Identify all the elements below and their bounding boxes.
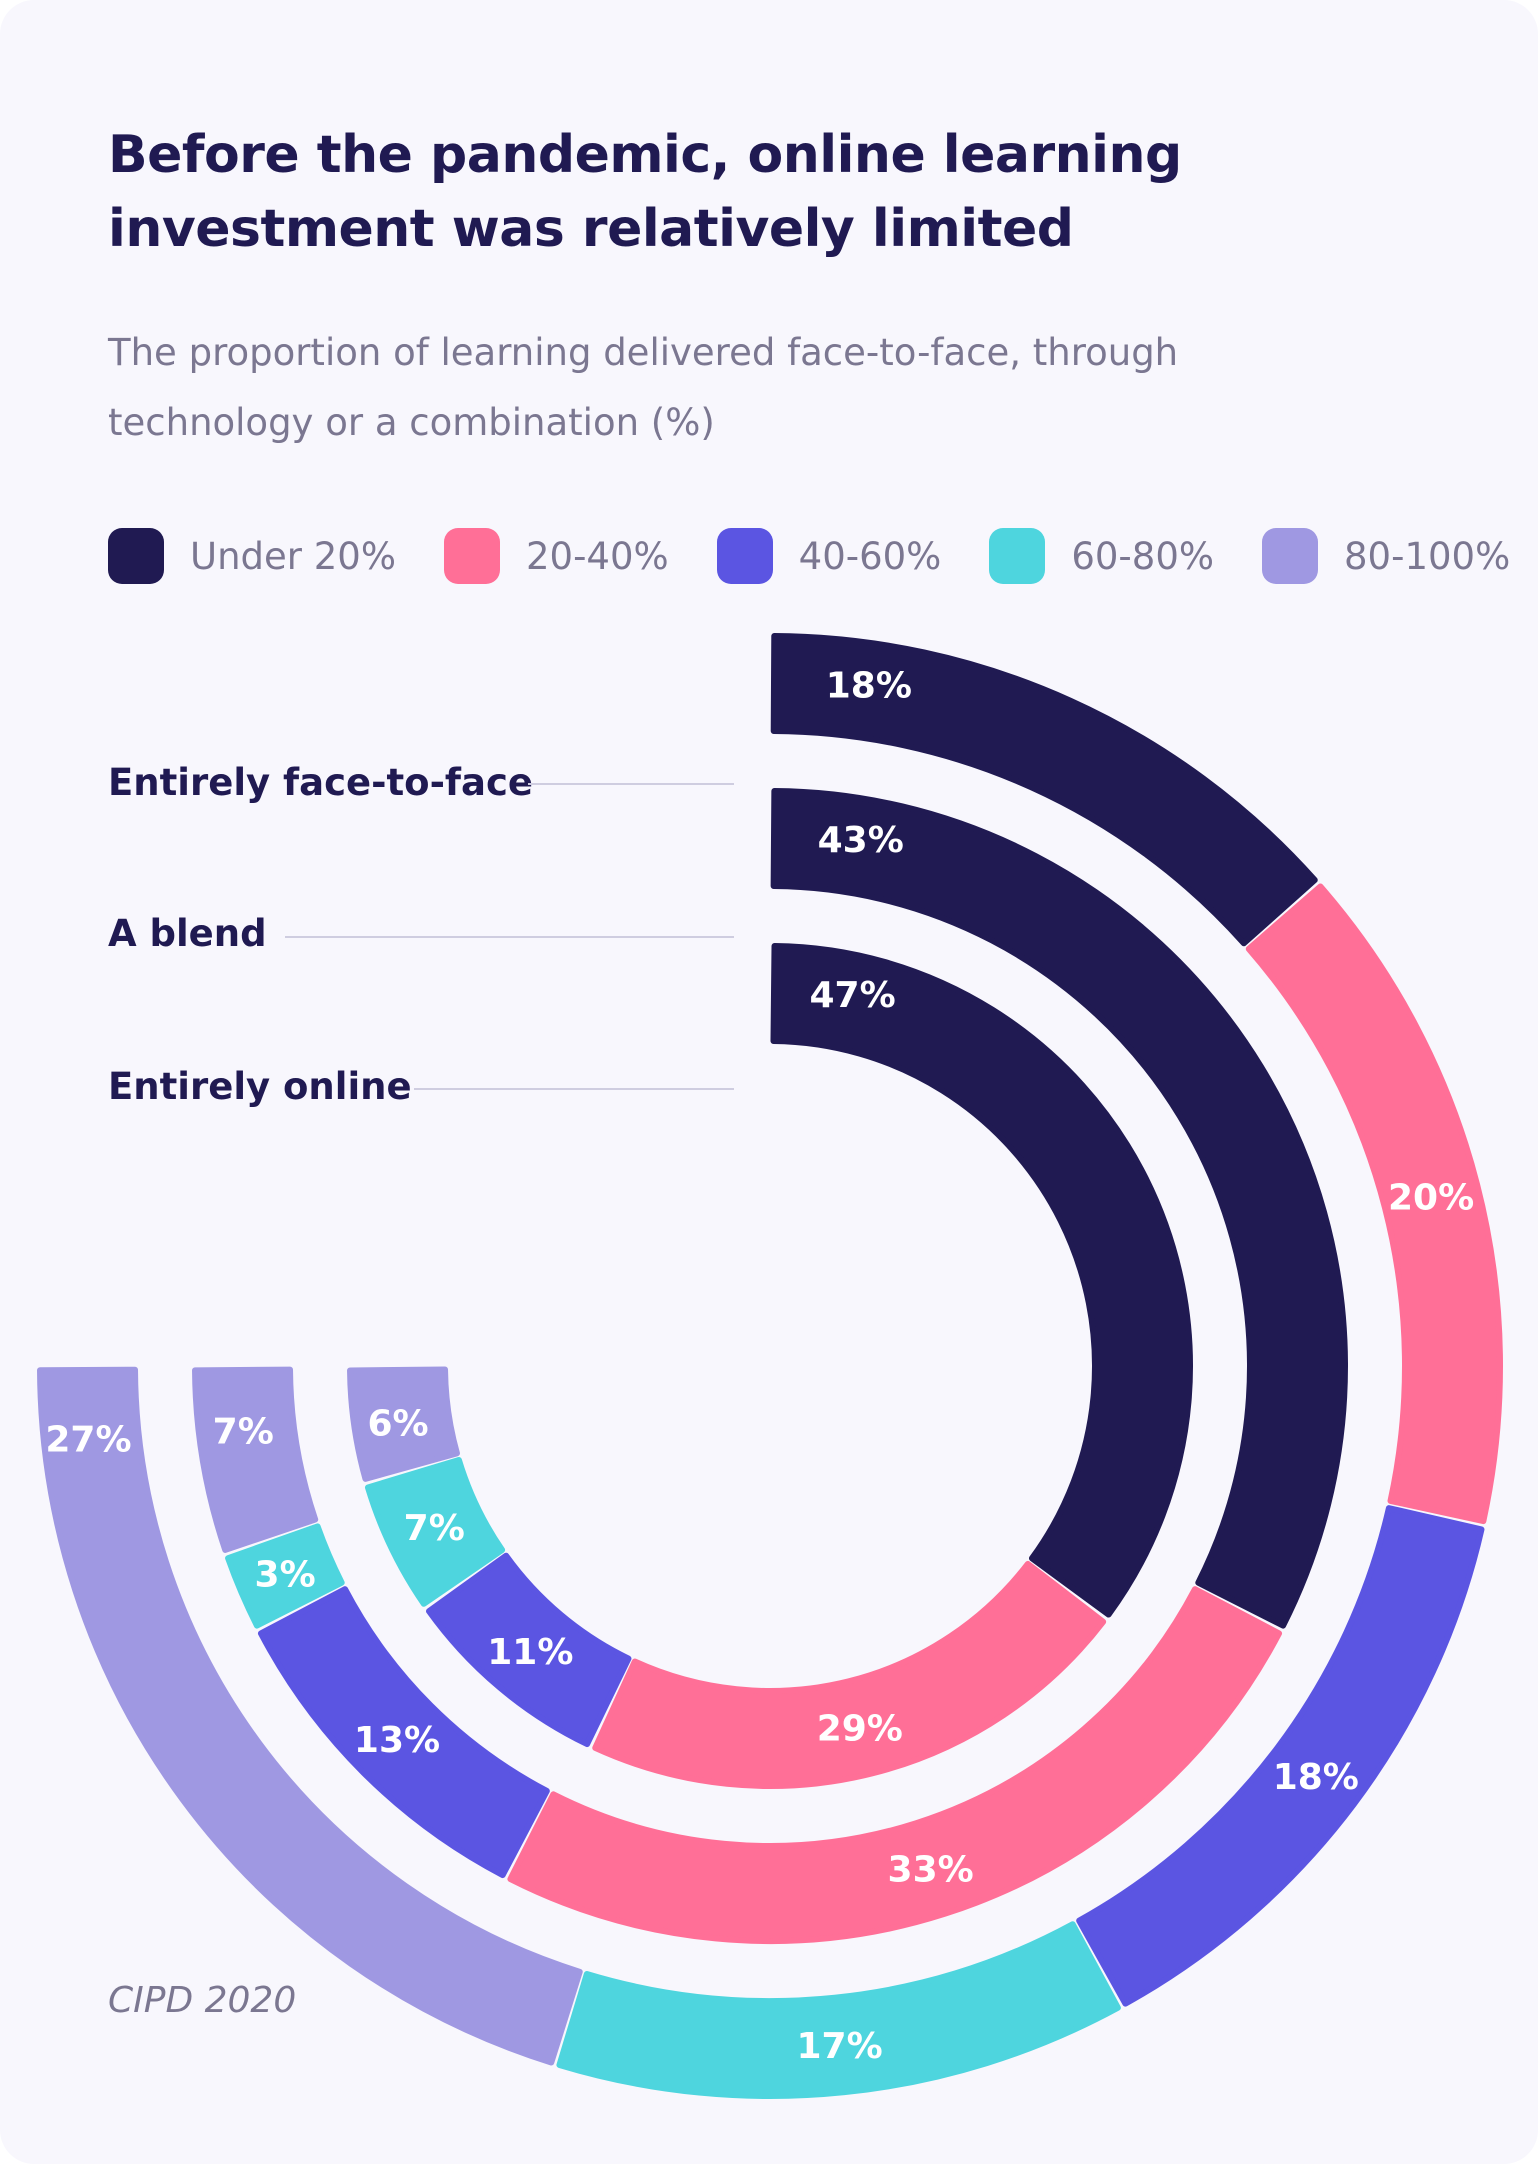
legend-item-40-60: 40-60% [716,528,942,584]
legend-label: 80-100% [1344,534,1511,578]
chart-title: Before the pandemic, online learning inv… [108,125,1182,259]
legend: Under 20% 20-40% 40-60% 60-80% 80-100% [108,528,1510,584]
segment-value-label: 29% [817,1709,903,1750]
legend-item-under-20: Under 20% [108,528,396,584]
ring-segment [364,1457,506,1607]
ring-segment [1245,883,1503,1525]
legend-item-60-80: 60-80% [989,528,1214,584]
ring-segment [347,1366,460,1482]
legend-swatch [1262,528,1319,584]
segment-value-label: 33% [888,1849,974,1890]
ring-segment [1076,1505,1485,2007]
legend-item-80-100: 80-100% [1262,528,1510,584]
connector-line [528,783,734,785]
ring-segment [507,1586,1283,1944]
segment-value-label: 43% [818,820,904,861]
source-note: CIPD 2020 [108,1980,297,2021]
segment-value-label: 17% [796,2026,882,2067]
legend-label: 20-40% [526,534,669,578]
legend-swatch [108,528,164,584]
ring-segment [770,788,1348,1629]
legend-item-20-40: 20-40% [444,528,669,584]
segment-value-label: 27% [45,1420,131,1461]
segment-value-label: 6% [367,1403,428,1444]
segment-value-label: 7% [213,1412,274,1453]
ring-label-blend: A blend [108,912,267,955]
ring-label-online: Entirely online [108,1065,412,1108]
ring-segment [770,943,1193,1618]
segment-value-label: 13% [354,1720,440,1761]
chart-subtitle: The proportion of learning delivered fac… [108,331,1179,444]
legend-label: 40-60% [798,534,942,578]
legend-swatch [989,528,1046,584]
ring-segment [257,1586,550,1879]
ring-segment [425,1552,632,1748]
segment-value-label: 18% [826,665,912,706]
legend-label: Under 20% [190,534,396,578]
segment-value-label: 47% [809,975,895,1016]
ring-segment [225,1523,345,1629]
connector-line [285,936,734,938]
legend-label: 60-80% [1071,534,1215,578]
ring-segment [556,1921,1121,2099]
ring-segment [592,1560,1107,1789]
ring-segment [770,633,1318,947]
segment-value-label: 7% [404,1508,465,1549]
ring-segment [37,1366,583,2066]
legend-swatch [716,528,773,584]
legend-swatch [444,528,500,584]
ring-label-face-to-face: Entirely face-to-face [108,761,534,804]
ring-segment [192,1366,319,1553]
connector-line [414,1088,734,1090]
segment-value-label: 3% [255,1555,316,1596]
segment-value-label: 20% [1388,1177,1474,1218]
segment-value-label: 18% [1273,1757,1359,1798]
segment-value-label: 11% [487,1632,573,1673]
